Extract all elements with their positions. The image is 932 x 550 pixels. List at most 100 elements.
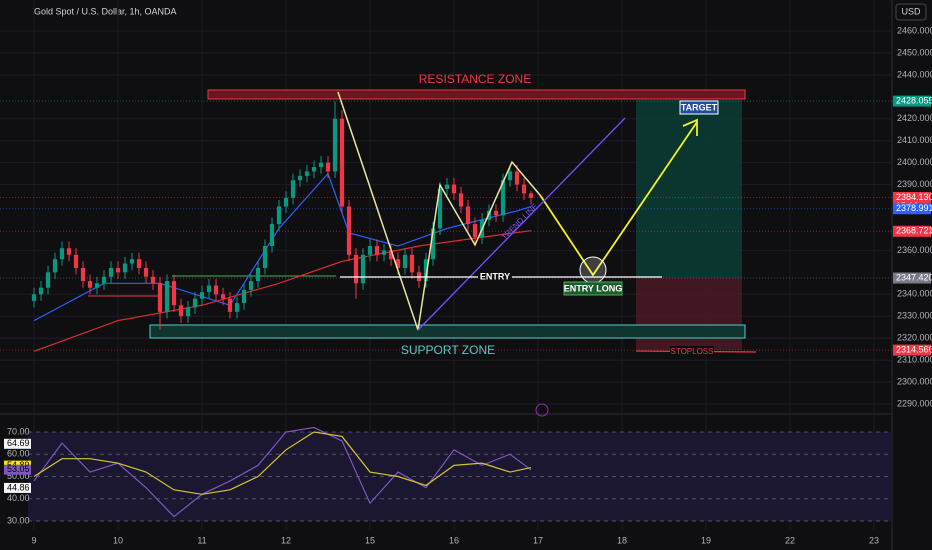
candle-body [66, 248, 72, 255]
entry-circle [579, 256, 607, 284]
candle-body [108, 267, 114, 277]
price-badge-label: 2384.130 [896, 192, 932, 202]
candle-body [332, 118, 338, 172]
candle-body [430, 228, 436, 260]
entry-long-label: ENTRY LONG [564, 283, 623, 293]
arrow-head [682, 118, 698, 136]
entry-bg [478, 271, 512, 283]
candle-body [514, 171, 520, 185]
chart-title: Gold Spot / U.S. Dollar, 1h, OANDA [34, 6, 177, 16]
candle-body [346, 206, 352, 255]
candle-body [507, 171, 513, 181]
y-tick-label: 2400.000 [897, 157, 932, 167]
rsi-badge [4, 464, 31, 475]
rsi-tick-label: 40.00 [7, 493, 30, 503]
rsi-tick-label: 50.00 [7, 471, 30, 481]
target-label: TARGET [681, 102, 718, 112]
currency-box [895, 3, 927, 21]
candle-body [458, 193, 464, 207]
stop-zone [636, 278, 742, 350]
projection [539, 121, 698, 277]
y-tick-label: 2440.000 [897, 69, 932, 79]
candle-body [192, 298, 198, 308]
candle-body [164, 281, 170, 312]
y-tick-label: 2460.000 [897, 25, 932, 35]
candle-body [262, 246, 268, 268]
entry-label: ENTRY [480, 271, 510, 281]
candle-body [129, 259, 135, 264]
zigzag [337, 91, 541, 331]
y-tick-label: 2290.000 [897, 398, 932, 408]
price-badge [893, 203, 931, 215]
rsi-badge-label: 44.86 [7, 482, 30, 492]
target-zone [636, 100, 742, 278]
candle-body [325, 162, 331, 172]
x-tick-label: 17 [533, 535, 543, 545]
candle-body [521, 184, 527, 194]
candle-body [52, 259, 58, 273]
candle-body [185, 307, 191, 317]
rsi-badge [4, 438, 31, 449]
rsi-tick-label: 60.00 [7, 449, 30, 459]
candle-body [367, 246, 373, 255]
rsi-tick-label: 70.00 [7, 426, 30, 436]
candle-body [353, 254, 359, 284]
price-badge [893, 225, 931, 237]
candle-body [297, 175, 303, 181]
candle-body [465, 206, 471, 225]
candle-body [402, 254, 408, 268]
candle-body [283, 197, 289, 207]
candle-body [304, 171, 310, 176]
candle-body [136, 259, 142, 268]
candle-body [143, 267, 149, 277]
y-tick-label: 2330.000 [897, 311, 932, 321]
candle-body [115, 267, 121, 273]
event-icon[interactable] [535, 403, 549, 417]
y-tick-label: 2360.000 [897, 245, 932, 255]
x-tick-label: 18 [617, 535, 627, 545]
candle-body [500, 180, 506, 216]
y-tick-label: 2390.000 [897, 179, 932, 189]
y-tick-label: 2450.000 [897, 47, 932, 57]
price-badge [893, 95, 931, 107]
candle-body [234, 303, 240, 312]
x-tick-label: 16 [449, 535, 459, 545]
candle-body [374, 246, 380, 255]
y-tick-label: 2320.000 [897, 333, 932, 343]
rsi-line [33, 431, 532, 495]
candle-body [381, 250, 387, 255]
trend-line [417, 117, 626, 331]
candle-body [157, 283, 163, 312]
candle-body [59, 248, 65, 260]
candle-body [276, 206, 282, 225]
candle-body [87, 281, 93, 288]
price-badge [893, 344, 931, 356]
price-badge-label: 2347.420 [896, 272, 932, 282]
candle-body [388, 250, 394, 260]
candle-body [227, 298, 233, 312]
candle-body [206, 285, 212, 293]
candle-body [248, 281, 254, 290]
candle-body [122, 263, 128, 273]
candle-body [241, 289, 247, 304]
candle-body [269, 224, 275, 247]
x-tick-label: 19 [701, 535, 711, 545]
candle-body [171, 281, 177, 306]
price-badge-label: 2314.566 [896, 344, 932, 354]
y-tick-label: 2300.000 [897, 376, 932, 386]
x-tick-label: 10 [113, 535, 123, 545]
resistance-label: RESISTANCE ZONE [419, 72, 531, 86]
candle-body [255, 267, 261, 282]
candle-body [472, 224, 478, 238]
rsi-tick-label: 30.00 [7, 515, 30, 525]
x-tick-label: 11 [197, 535, 206, 545]
x-tick-label: 12 [281, 535, 291, 545]
candle-body [339, 118, 345, 207]
candle-body [220, 294, 226, 299]
rsi-badge-label: 53.05 [7, 464, 30, 474]
resistance-zone [207, 89, 746, 100]
candle-body [423, 259, 429, 282]
candle-body [213, 285, 219, 295]
